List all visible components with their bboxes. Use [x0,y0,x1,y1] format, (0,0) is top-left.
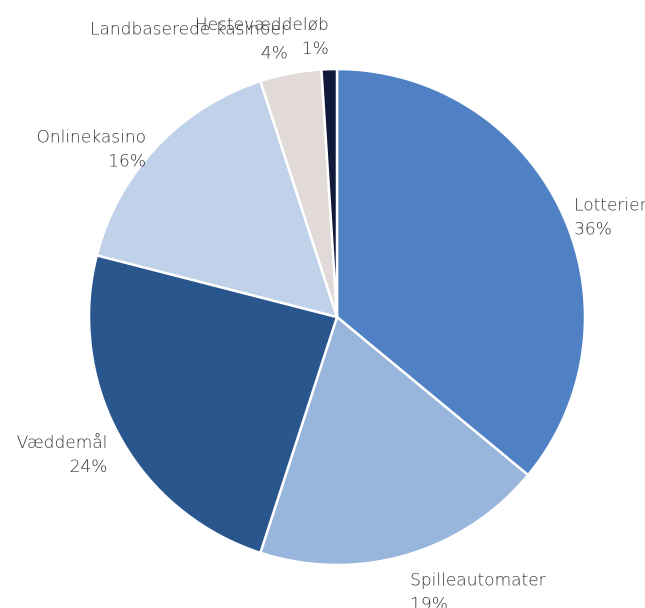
category-label: Væddemål [17,432,108,453]
value-label: 24% [70,457,108,477]
value-label: 1% [302,39,329,59]
category-label: Spilleautomater [410,571,546,591]
pie-slice [320,67,339,318]
category-label: Lotterier [574,195,645,215]
pie-slice [87,253,339,555]
category-label: Onlinekasino [36,128,146,148]
value-label: 4% [261,44,288,64]
category-label: Landbaserede kasinoer [90,20,288,40]
category-label: Hestevæddeløb [195,15,329,35]
pie-slice [95,79,339,319]
value-label: 19% [410,595,448,608]
pie-slice [335,67,587,477]
value-label: 36% [574,219,612,239]
pie-slice [258,314,530,567]
value-label: 16% [108,152,146,172]
